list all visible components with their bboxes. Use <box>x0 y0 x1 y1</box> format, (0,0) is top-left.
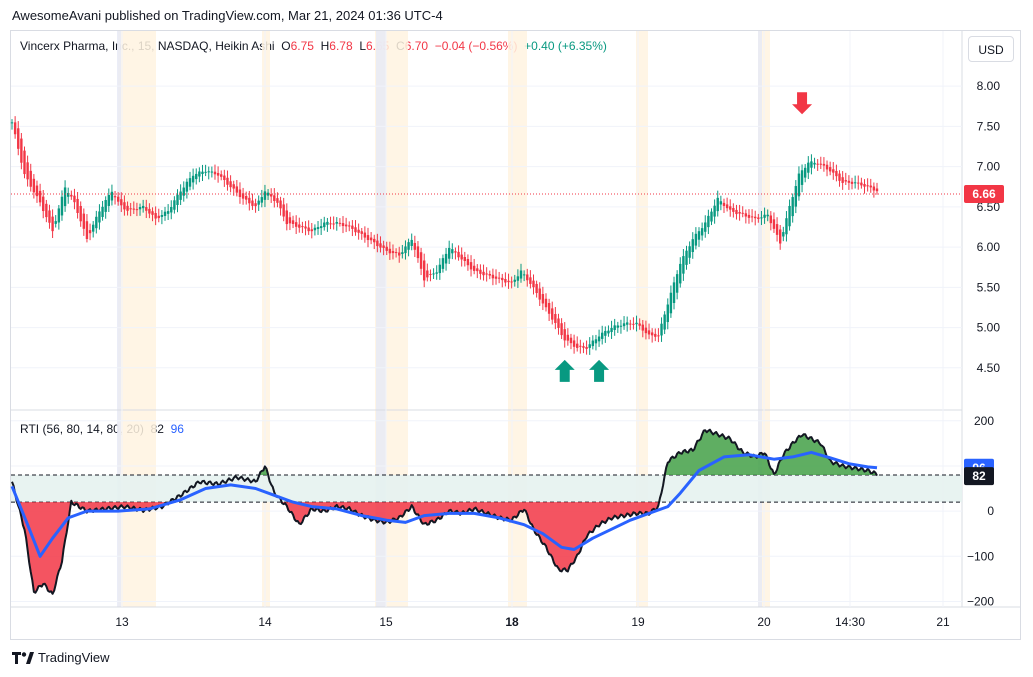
chart-frame <box>10 30 1021 640</box>
rti-title[interactable]: RTI (56, 80, 14, 80, 20) <box>20 422 144 436</box>
high-label: H <box>321 39 330 53</box>
currency-button[interactable]: USD <box>968 36 1014 62</box>
tradingview-logo-icon <box>12 652 34 664</box>
symbol-title[interactable]: Vincerx Pharma, Inc., 15, NASDAQ, Heikin… <box>20 39 275 53</box>
close-label: C <box>396 39 405 53</box>
high-value: 6.78 <box>329 39 352 53</box>
bar-change: −0.04 (−0.56%) <box>435 39 518 53</box>
open-label: O <box>281 39 290 53</box>
open-value: 6.75 <box>291 39 314 53</box>
rti-signal-value: 96 <box>171 422 184 436</box>
brand: TradingView <box>12 650 110 665</box>
session-change: +0.40 (+6.35%) <box>524 39 607 53</box>
rti-legend: RTI (56, 80, 14, 80, 20) 82 96 <box>20 422 184 436</box>
close-value: 6.70 <box>405 39 428 53</box>
main-legend: Vincerx Pharma, Inc., 15, NASDAQ, Heikin… <box>20 39 607 53</box>
low-value: 6.65 <box>366 39 389 53</box>
brand-name: TradingView <box>38 650 110 665</box>
publish-line: AwesomeAvani published on TradingView.co… <box>12 8 443 23</box>
low-label: L <box>359 39 366 53</box>
rti-value: 82 <box>151 422 164 436</box>
